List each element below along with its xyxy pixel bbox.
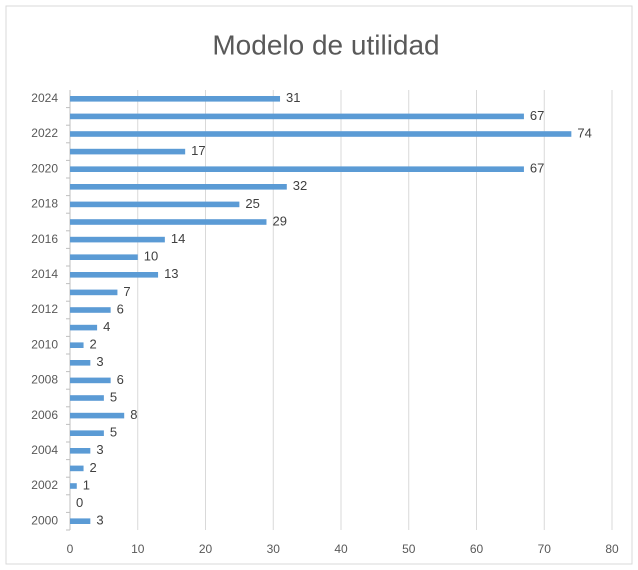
bar — [70, 324, 98, 331]
x-tick-label: 40 — [334, 542, 348, 556]
data-label: 3 — [96, 354, 103, 369]
y-tick-label: 2014 — [31, 267, 58, 281]
y-tick-label: 2024 — [31, 91, 58, 105]
y-tick-label: 2004 — [31, 443, 58, 457]
x-tick-label: 10 — [131, 542, 145, 556]
x-tick-label: 30 — [267, 542, 281, 556]
bar — [70, 412, 125, 419]
bar — [70, 166, 524, 172]
data-label: 31 — [286, 90, 300, 105]
y-tick-label: 2002 — [31, 478, 58, 492]
y-tick-label: 2012 — [31, 302, 58, 316]
y-tick-label: 2018 — [31, 197, 58, 211]
data-label: 4 — [103, 319, 110, 334]
data-label: 5 — [110, 389, 117, 404]
bar — [70, 518, 91, 524]
y-tick-label: 2020 — [31, 161, 58, 175]
bar — [70, 148, 186, 155]
y-tick-label: 2000 — [31, 513, 58, 527]
bar — [70, 254, 138, 260]
y-tick-label: 2022 — [31, 126, 58, 140]
bar — [70, 307, 111, 313]
chart-frame — [5, 5, 633, 565]
data-label: 25 — [245, 196, 259, 211]
data-label: 67 — [530, 161, 544, 176]
data-label: 13 — [164, 266, 178, 281]
data-label: 5 — [110, 425, 117, 440]
data-label: 67 — [530, 108, 544, 123]
x-tick-label: 0 — [67, 542, 74, 556]
data-label: 2 — [90, 337, 97, 352]
bar — [70, 448, 91, 454]
data-label: 8 — [130, 407, 137, 422]
data-label: 32 — [293, 178, 307, 193]
chart-title: Modelo de utilidad — [212, 29, 439, 60]
bar — [70, 342, 84, 348]
data-label: 10 — [144, 249, 158, 264]
x-tick-label: 50 — [402, 542, 416, 556]
y-tick-label: 2006 — [31, 408, 58, 422]
bar — [70, 289, 118, 296]
bar — [70, 96, 281, 102]
bar — [70, 430, 104, 436]
bar — [70, 360, 91, 366]
data-label: 6 — [117, 301, 124, 316]
data-label: 7 — [123, 284, 130, 299]
data-label: 17 — [191, 143, 205, 158]
bar — [70, 272, 159, 278]
bar — [70, 483, 77, 489]
y-tick-label: 2008 — [31, 373, 58, 387]
data-label: 2 — [90, 460, 97, 475]
data-label: 1 — [83, 477, 90, 492]
data-label: 29 — [272, 213, 286, 228]
bar — [70, 395, 104, 401]
bar — [70, 113, 524, 120]
y-tick-label: 2010 — [31, 337, 58, 351]
data-label: 14 — [171, 231, 185, 246]
bar — [70, 184, 287, 190]
x-tick-label: 80 — [605, 542, 619, 556]
bar — [70, 465, 84, 472]
x-tick-label: 60 — [470, 542, 484, 556]
y-tick-label: 2016 — [31, 232, 58, 246]
data-label: 74 — [577, 125, 591, 140]
bar — [70, 201, 240, 208]
data-label: 0 — [76, 495, 83, 510]
bar — [70, 236, 165, 243]
x-tick-label: 70 — [538, 542, 552, 556]
x-tick-label: 20 — [199, 542, 213, 556]
bar — [70, 377, 111, 384]
data-label: 3 — [96, 442, 103, 457]
bar — [70, 131, 572, 137]
data-label: 6 — [117, 372, 124, 387]
bar — [70, 219, 267, 225]
data-label: 3 — [96, 513, 103, 528]
